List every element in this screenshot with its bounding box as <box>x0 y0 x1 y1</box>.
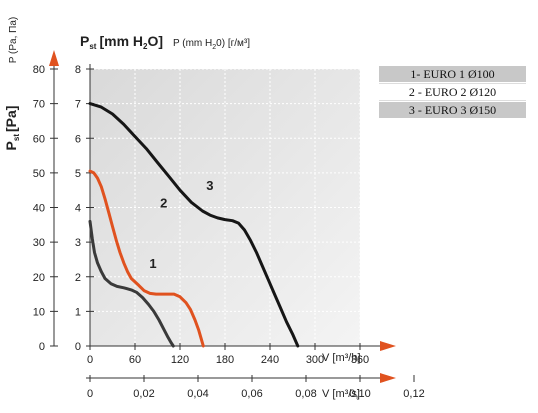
x-tick-label-m3s: 0 <box>87 388 93 400</box>
x-tick-label-m3h: 180 <box>216 354 234 366</box>
y-tick-label-pa: 50 <box>33 168 45 180</box>
y-tick-label-pa: 70 <box>33 99 45 111</box>
title-p-mm: P (mm H20) [г/м³] <box>173 38 250 51</box>
y-tick-label-pa: 0 <box>39 341 45 353</box>
x-tick-label-m3h: 60 <box>129 354 141 366</box>
x-tick-label-m3h: 240 <box>261 354 279 366</box>
x-tick-label-m3s: 0,08 <box>295 388 316 400</box>
axes <box>49 50 396 383</box>
curve-label-3: 3 <box>206 178 213 193</box>
y-tick-label-mm: 8 <box>75 64 81 76</box>
curve-label-2: 2 <box>160 196 167 211</box>
y-axis-mm-ticks: 0 1 2 3 4 5 6 7 8 <box>75 64 94 353</box>
x-tick-label-m3s: 0,04 <box>187 388 208 400</box>
x-tick-label-m3h: 360 <box>351 354 369 366</box>
x-axis-m3s-ticks: 0 0,02 0,04 0,06 0,08 0,10 0,12 <box>87 375 425 400</box>
xlabel-m3s: V [m³/s] <box>322 388 360 400</box>
y-tick-label-mm: 6 <box>75 133 81 145</box>
x-tick-label-m3s: 0,02 <box>133 388 154 400</box>
curve-label-1: 1 <box>149 256 156 271</box>
curves <box>88 102 300 348</box>
x-tick-label-m3h: 120 <box>171 354 189 366</box>
ylabel-pa-alt: P (Pa, Па) <box>8 17 19 63</box>
y-axis-pa-arrow <box>49 50 59 66</box>
y-axis-pa-ticks: 0 10 20 30 40 50 60 70 80 <box>33 64 58 353</box>
x-tick-label-m3h: 300 <box>306 354 324 366</box>
legend-item-3: 3 - EURO 3 Ø150 <box>379 102 526 118</box>
x-tick-label-m3s: 0,06 <box>241 388 262 400</box>
y-tick-label-mm: 3 <box>75 237 81 249</box>
curve-labels: 1 2 3 <box>149 178 213 271</box>
curve-2 <box>88 169 205 348</box>
y-tick-label-mm: 2 <box>75 272 81 284</box>
legend-item-1: 1- EURO 1 Ø100 <box>379 66 526 82</box>
y-tick-label-pa: 40 <box>33 203 45 215</box>
y-tick-label-pa: 20 <box>33 272 45 284</box>
y-tick-label-pa: 80 <box>33 64 45 76</box>
y-tick-label-pa: 10 <box>33 306 45 318</box>
y-tick-label-mm: 1 <box>75 306 81 318</box>
xlabel-m3h: V [m³/h] <box>322 352 361 364</box>
y-tick-label-pa: 60 <box>33 133 45 145</box>
x-tick-label-m3h: 0 <box>87 354 93 366</box>
ylabel-pst-pa: Pst[Pa] <box>3 106 21 151</box>
y-tick-label-pa: 30 <box>33 237 45 249</box>
y-tick-label-mm: 7 <box>75 99 81 111</box>
x-tick-label-m3s: 0,12 <box>403 388 424 400</box>
curve-3 <box>88 102 300 348</box>
legend-item-2: 2 - EURO 2 Ø120 <box>379 83 526 101</box>
y-tick-label-mm: 5 <box>75 168 81 180</box>
title-pst: Pst [mm H2O] <box>80 33 163 51</box>
y-tick-label-mm: 0 <box>75 341 81 353</box>
legend: 1- EURO 1 Ø100 2 - EURO 2 Ø120 3 - EURO … <box>379 66 526 119</box>
x-axis-m3h-ticks: 0 60 120 180 240 300 360 <box>87 343 369 366</box>
x-axis-m3s-arrow <box>380 373 396 383</box>
curve-1 <box>88 219 175 348</box>
x-axis-m3h-arrow <box>380 341 396 351</box>
x-tick-label-m3s: 0,10 <box>349 388 370 400</box>
y-tick-label-mm: 4 <box>75 203 81 215</box>
